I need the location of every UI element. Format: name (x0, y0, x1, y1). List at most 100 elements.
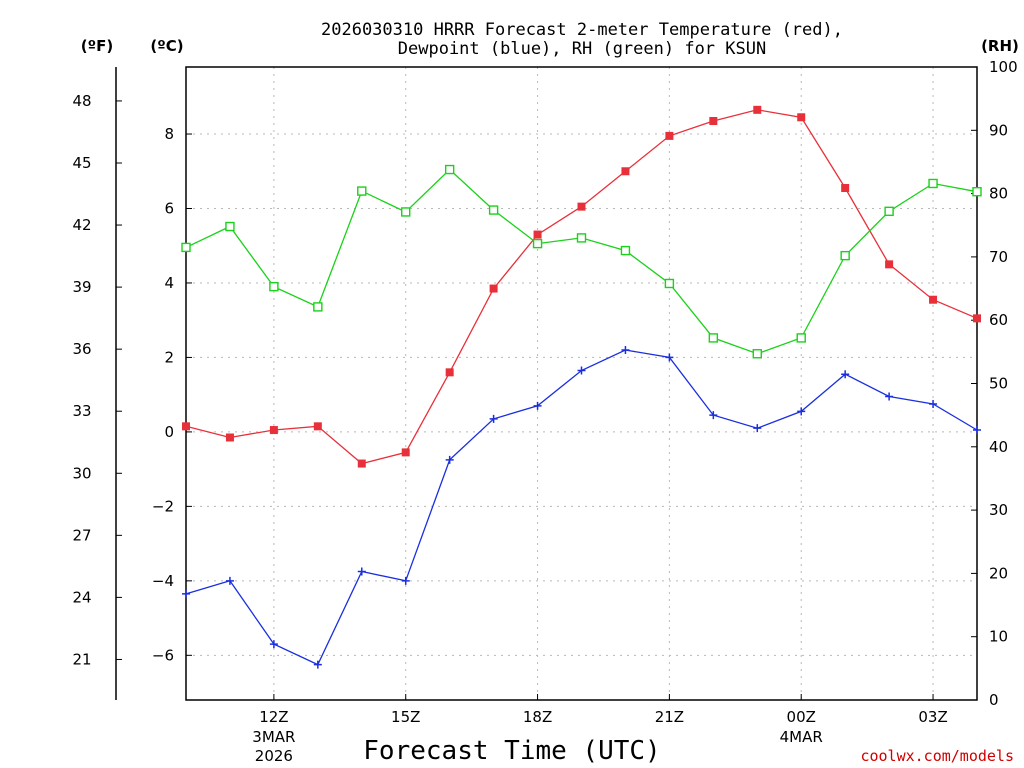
rh-point (928, 178, 938, 189)
x-axis-label: Forecast Time (UTC) (363, 736, 660, 766)
rh-tick-label: 50 (989, 375, 1008, 393)
dewpoint-line (185, 349, 978, 666)
dewpoint-point (313, 660, 322, 669)
dewpoint-point (269, 640, 278, 649)
x-tick-label: 12Z (259, 708, 288, 726)
celsius-tick-label: 4 (164, 274, 174, 292)
fahrenheit-tick-label: 21 (72, 650, 91, 668)
rh-point (664, 278, 675, 289)
temperature-point (621, 167, 630, 176)
dewpoint-point (489, 414, 498, 423)
temperature-point (357, 459, 366, 468)
fahrenheit-tick-label: 39 (72, 278, 91, 296)
dewpoint-point (577, 366, 586, 375)
dewpoint-point (797, 407, 806, 416)
temperature-point (533, 230, 542, 239)
fahrenheit-tick-label: 30 (72, 464, 91, 482)
celsius-unit-label: (ºC) (150, 37, 183, 55)
rh-point (401, 207, 411, 217)
rh-tick-label: 90 (989, 121, 1008, 139)
dewpoint-point (225, 576, 234, 585)
fahrenheit-tick-label: 24 (72, 588, 91, 606)
rh-line (185, 168, 978, 355)
rh-tick-label: 30 (989, 501, 1008, 519)
celsius-tick-label: −2 (152, 497, 174, 515)
rh-point (620, 245, 631, 256)
rh-tick-label: 10 (989, 628, 1008, 646)
gridlines (186, 67, 977, 700)
temperature-point (401, 448, 410, 457)
x-tick-label: 15Z (391, 708, 420, 726)
temperature-series (182, 105, 981, 468)
fahrenheit-tick-label: 27 (72, 526, 91, 544)
x-tick-date: 3MAR (252, 728, 295, 746)
celsius-tick-label: 8 (164, 125, 174, 143)
x-tick-label: 03Z (918, 708, 947, 726)
rh-point (357, 186, 367, 196)
rh-point (269, 281, 279, 292)
temperature-point (225, 433, 234, 442)
dewpoint-point (753, 424, 762, 433)
rh-point (796, 333, 806, 343)
credit-text: coolwx.com/models (860, 747, 1014, 765)
celsius-tick-label: 2 (164, 348, 174, 366)
rh-point (532, 238, 543, 249)
x-tick-label: 00Z (787, 708, 816, 726)
rh-point (972, 187, 982, 197)
x-tick-label: 21Z (655, 708, 684, 726)
rh-series (181, 164, 982, 359)
rh-tick-label: 20 (989, 564, 1008, 582)
x-tick-year: 2026 (255, 747, 293, 765)
rh-point (313, 302, 323, 312)
axes (115, 66, 978, 701)
fahrenheit-tick-label: 48 (72, 92, 91, 110)
temperature-point (929, 295, 938, 304)
dewpoint-series (182, 345, 981, 669)
rh-point (576, 233, 587, 243)
rh-point (444, 164, 455, 175)
dewpoint-point (709, 411, 718, 420)
dewpoint-point (973, 426, 981, 435)
temperature-point (313, 422, 322, 431)
rh-point (181, 242, 191, 253)
dewpoint-point (885, 392, 894, 401)
rh-unit-label: (RH) (981, 37, 1019, 55)
chart-title-line1: 2026030310 HRRR Forecast 2-meter Tempera… (321, 20, 843, 40)
rh-tick-label: 40 (989, 438, 1008, 456)
rh-point (752, 349, 762, 359)
temperature-point (797, 113, 806, 122)
dewpoint-point (929, 399, 938, 408)
temperature-point (709, 116, 718, 125)
fahrenheit-unit-label: (ºF) (81, 37, 113, 55)
x-tick-label: 18Z (523, 708, 552, 726)
rh-tick-label: 60 (989, 311, 1008, 329)
temperature-point (665, 131, 674, 140)
rh-tick-label: 70 (989, 248, 1008, 266)
dewpoint-point (533, 401, 542, 410)
fahrenheit-tick-label: 45 (72, 154, 91, 172)
temperature-point (973, 314, 981, 323)
dewpoint-point (621, 345, 630, 354)
dewpoint-point (357, 567, 366, 576)
rh-tick-label: 100 (989, 58, 1018, 76)
temperature-point (577, 202, 586, 211)
fahrenheit-tick-label: 42 (72, 216, 91, 234)
rh-point (225, 221, 235, 232)
dewpoint-point (182, 589, 190, 598)
celsius-tick-label: 0 (164, 423, 174, 441)
celsius-tick-label: −6 (152, 646, 174, 664)
rh-point (708, 333, 719, 343)
temperature-point (269, 426, 278, 435)
chart-title-line2: Dewpoint (blue), RH (green) for KSUN (398, 39, 766, 59)
fahrenheit-tick-label: 36 (72, 340, 91, 358)
celsius-tick-label: 6 (164, 199, 174, 217)
temperature-point (753, 105, 762, 114)
temperature-point (445, 368, 454, 377)
dewpoint-point (665, 353, 674, 362)
temperature-point (182, 422, 190, 431)
rh-point (840, 250, 850, 261)
celsius-tick-label: −4 (152, 572, 174, 590)
dewpoint-point (401, 576, 410, 585)
rh-tick-label: 0 (989, 691, 999, 709)
